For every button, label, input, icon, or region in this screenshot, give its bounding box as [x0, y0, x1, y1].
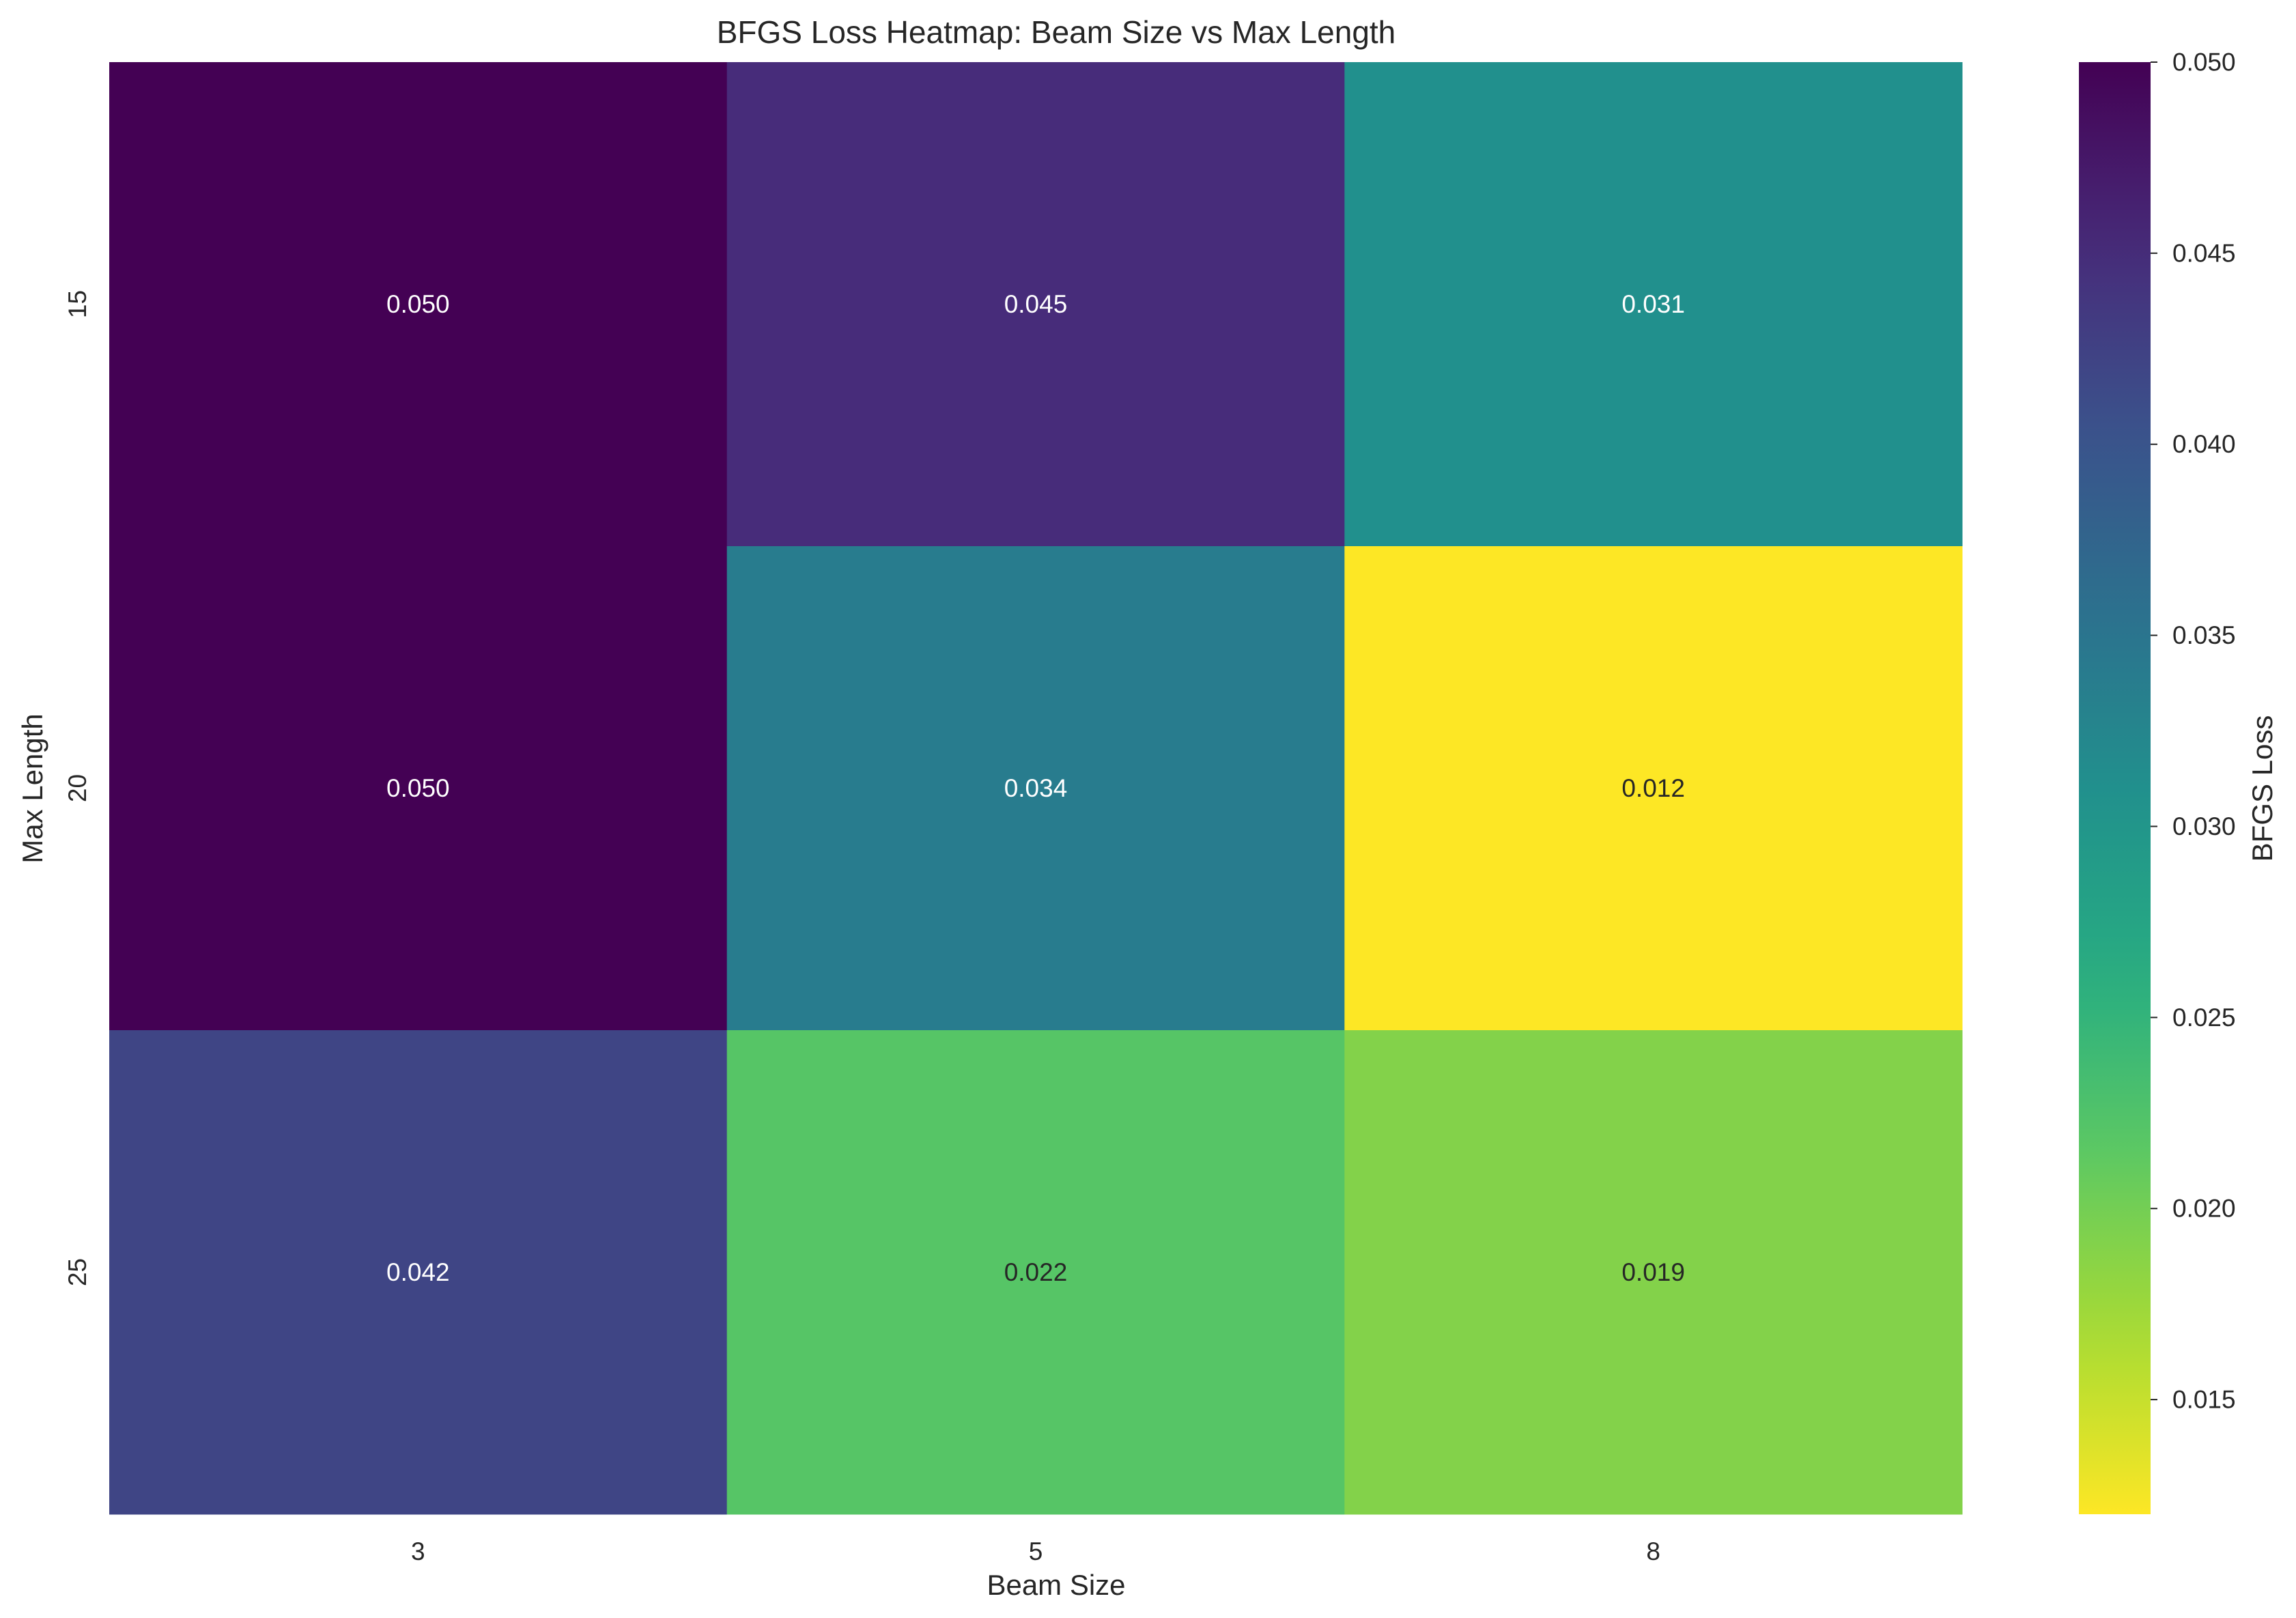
heatmap-cell-r2-c2	[1344, 1030, 1963, 1515]
cell-value-label-r0-c1: 0.045	[1004, 290, 1068, 318]
heatmap-cell-r2-c1	[726, 1030, 1345, 1515]
heatmap-cell-r1-c2	[1344, 546, 1963, 1031]
colorbar-tick-label-1: 0.020	[2172, 1195, 2236, 1223]
colorbar	[2079, 62, 2151, 1514]
cell-value-label-r1-c2: 0.012	[1621, 774, 1685, 802]
colorbar-tick-label-6: 0.045	[2172, 239, 2236, 267]
y-axis-label: Max Length	[16, 713, 48, 863]
x-axis-label: Beam Size	[987, 1569, 1125, 1601]
cell-value-label-r2-c1: 0.022	[1004, 1258, 1068, 1286]
colorbar-tick-label-5: 0.040	[2172, 430, 2236, 458]
colorbar-tick-label-7: 0.050	[2172, 48, 2236, 76]
y-tick-label-2: 25	[63, 1258, 91, 1286]
chart-title: BFGS Loss Heatmap: Beam Size vs Max Leng…	[717, 14, 1396, 50]
colorbar-tick-label-3: 0.030	[2172, 812, 2236, 840]
colorbar-label: BFGS Loss	[2246, 715, 2278, 862]
y-axis-ticks: 15 20 25	[63, 290, 91, 1286]
x-axis-ticks: 3 5 8	[411, 1537, 1660, 1565]
colorbar-ticks: 0.015 0.020 0.025 0.030 0.035 0.040 0.045 0.050	[2151, 48, 2236, 1414]
x-tick-label-2: 8	[1646, 1537, 1660, 1565]
y-tick-label-0: 15	[63, 290, 91, 318]
heatmap-cell-r1-c0	[109, 546, 728, 1031]
heatmap-cell-r0-c0	[109, 62, 728, 547]
heatmap-cells	[109, 62, 1963, 1515]
x-tick-label-1: 5	[1029, 1537, 1043, 1565]
heatmap-cell-r1-c1	[726, 546, 1345, 1031]
cell-value-label-r1-c0: 0.050	[386, 774, 450, 802]
heatmap-cell-labels: 0.050 0.045 0.031 0.050 0.034 0.012 0.042 0.022…	[386, 290, 1685, 1286]
cell-value-label-r0-c0: 0.050	[386, 290, 450, 318]
heatmap-cell-r0-c1	[726, 62, 1345, 547]
x-tick-label-0: 3	[411, 1537, 425, 1565]
y-tick-label-1: 20	[63, 774, 91, 802]
colorbar-tick-label-4: 0.035	[2172, 621, 2236, 649]
heatmap-cell-r0-c2	[1344, 62, 1963, 547]
colorbar-tick-label-0: 0.015	[2172, 1386, 2236, 1414]
heatmap-cell-r2-c0	[109, 1030, 728, 1515]
cell-value-label-r0-c2: 0.031	[1621, 290, 1685, 318]
colorbar-tick-label-2: 0.025	[2172, 1004, 2236, 1032]
cell-value-label-r2-c2: 0.019	[1621, 1258, 1685, 1286]
cell-value-label-r2-c0: 0.042	[386, 1258, 450, 1286]
cell-value-label-r1-c1: 0.034	[1004, 774, 1068, 802]
